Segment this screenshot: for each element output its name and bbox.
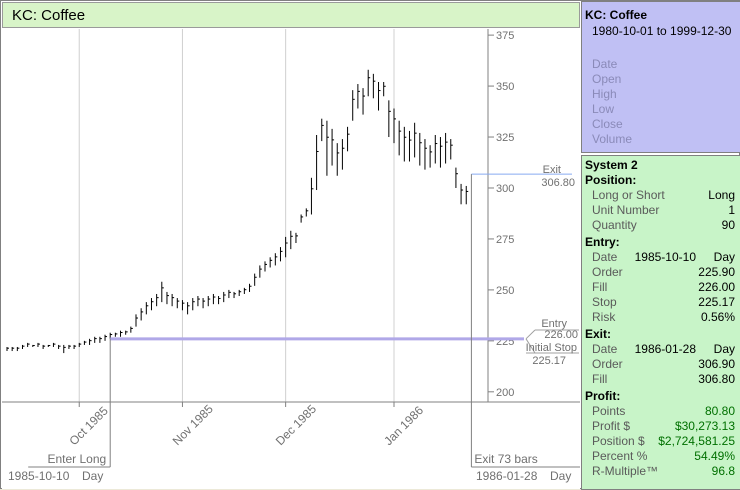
entry-stop-label: Stop [592,295,617,309]
entry-header: Entry: [585,235,620,249]
profit-position-value: $2,724,581.25 [658,434,735,448]
exit-order-label: Order [592,357,623,371]
position-long-or-short-value: Long [708,188,735,202]
profit-percent-label: Percent % [592,449,648,463]
quote-info-panel: KC: Coffee 1980-10-01 to 1999-12-30 Date… [581,1,740,153]
entry-date-label: Date [592,250,618,264]
info-field-date: Date [592,57,618,71]
info-field-open: Open [592,72,622,86]
info-field-low: Low [592,102,615,116]
entry-date-value: 1985-10-10 [634,250,696,264]
profit-profit-value: $30,273.13 [674,419,735,433]
exit-date-value: 1986-01-28 [634,342,696,356]
exit-bars-label: Exit 73 bars [474,452,537,466]
profit-r-multiple-label: R-Multiple™ [592,464,659,478]
position-long-or-short-label: Long or Short [592,188,665,202]
entry-fill-value: 226.00 [698,280,735,294]
info-range: 1980-10-01 to 1999-12-30 [592,24,732,38]
price-tick-label: 200 [496,387,514,399]
exit-fill-value: 306.80 [698,372,735,386]
entry-leader [525,329,536,340]
ohlc-bars [6,69,469,354]
profit-points-label: Points [592,404,626,418]
price-tick-label: 250 [496,285,514,297]
info-field-high: High [592,87,617,101]
position-unit-number-label: Unit Number [592,203,660,217]
system-panel: System 2 Position: Long or Short Long Unit N… [581,155,740,490]
entry-order-value: 225.90 [698,265,735,279]
profit-percent-value: 54.49% [694,449,735,463]
price-tick-label: 375 [496,30,514,42]
exit-fill-label: Fill [592,372,608,386]
profit-profit-label: Profit $ [592,419,631,433]
profit-points-value: 80.80 [704,404,735,418]
price-tick-label: 350 [496,81,514,93]
price-tick-label: 275 [496,234,514,246]
entry-label: Entry [541,318,567,330]
end-date-label: 1986-01-28 [476,469,538,483]
price-tick-label: 300 [496,183,514,195]
profit-position-label: Position $ [592,434,645,448]
exit-label: Exit [543,164,561,176]
stop-leader [525,338,536,354]
chart-title: KC: Coffee [12,7,86,24]
start-bar-label: Day [82,469,103,483]
position-unit-number-value: 1 [728,203,735,217]
info-field-volume: Volume [592,132,633,146]
entry-stop-value: 225.17 [698,295,735,309]
exit-price-label: 306.80 [541,177,575,189]
exit-date-label: Date [592,342,618,356]
stop-label: Initial Stop [526,342,577,354]
entry-risk-value: 0.56% [700,310,735,324]
position-header: Position: [585,173,637,187]
start-date-label: 1985-10-10 [8,469,70,483]
position-quantity-label: Quantity [592,218,637,232]
system-name: System 2 [585,158,638,172]
price-tick-label: 325 [496,132,514,144]
right-panel: KC: Coffee 1980-10-01 to 1999-12-30 Date… [581,1,740,490]
info-symbol: KC: Coffee [585,8,647,22]
profit-r-multiple-value: 96.8 [711,464,735,478]
entry-bar-value: Day [713,250,735,264]
entry-fill-label: Fill [592,280,608,294]
stop-price-label: 225.17 [532,355,566,367]
exit-order-value: 306.90 [698,357,735,371]
end-bar-label: Day [550,469,571,483]
profit-header: Profit: [585,389,621,403]
position-quantity-value: 90 [721,218,735,232]
entry-risk-label: Risk [592,310,616,324]
price-chart[interactable]: 200 225 250 275 300 325 350 375 Exit 306.80 Entry… [2,29,580,489]
exit-bar-value: Day [713,342,735,356]
chart-title-bar: KC: Coffee [2,2,580,28]
entry-price-label: 226.00 [544,329,578,341]
enter-long-label: Enter Long [47,452,106,466]
exit-header: Exit: [585,327,612,341]
info-field-close: Close [592,117,623,131]
entry-order-label: Order [592,265,623,279]
